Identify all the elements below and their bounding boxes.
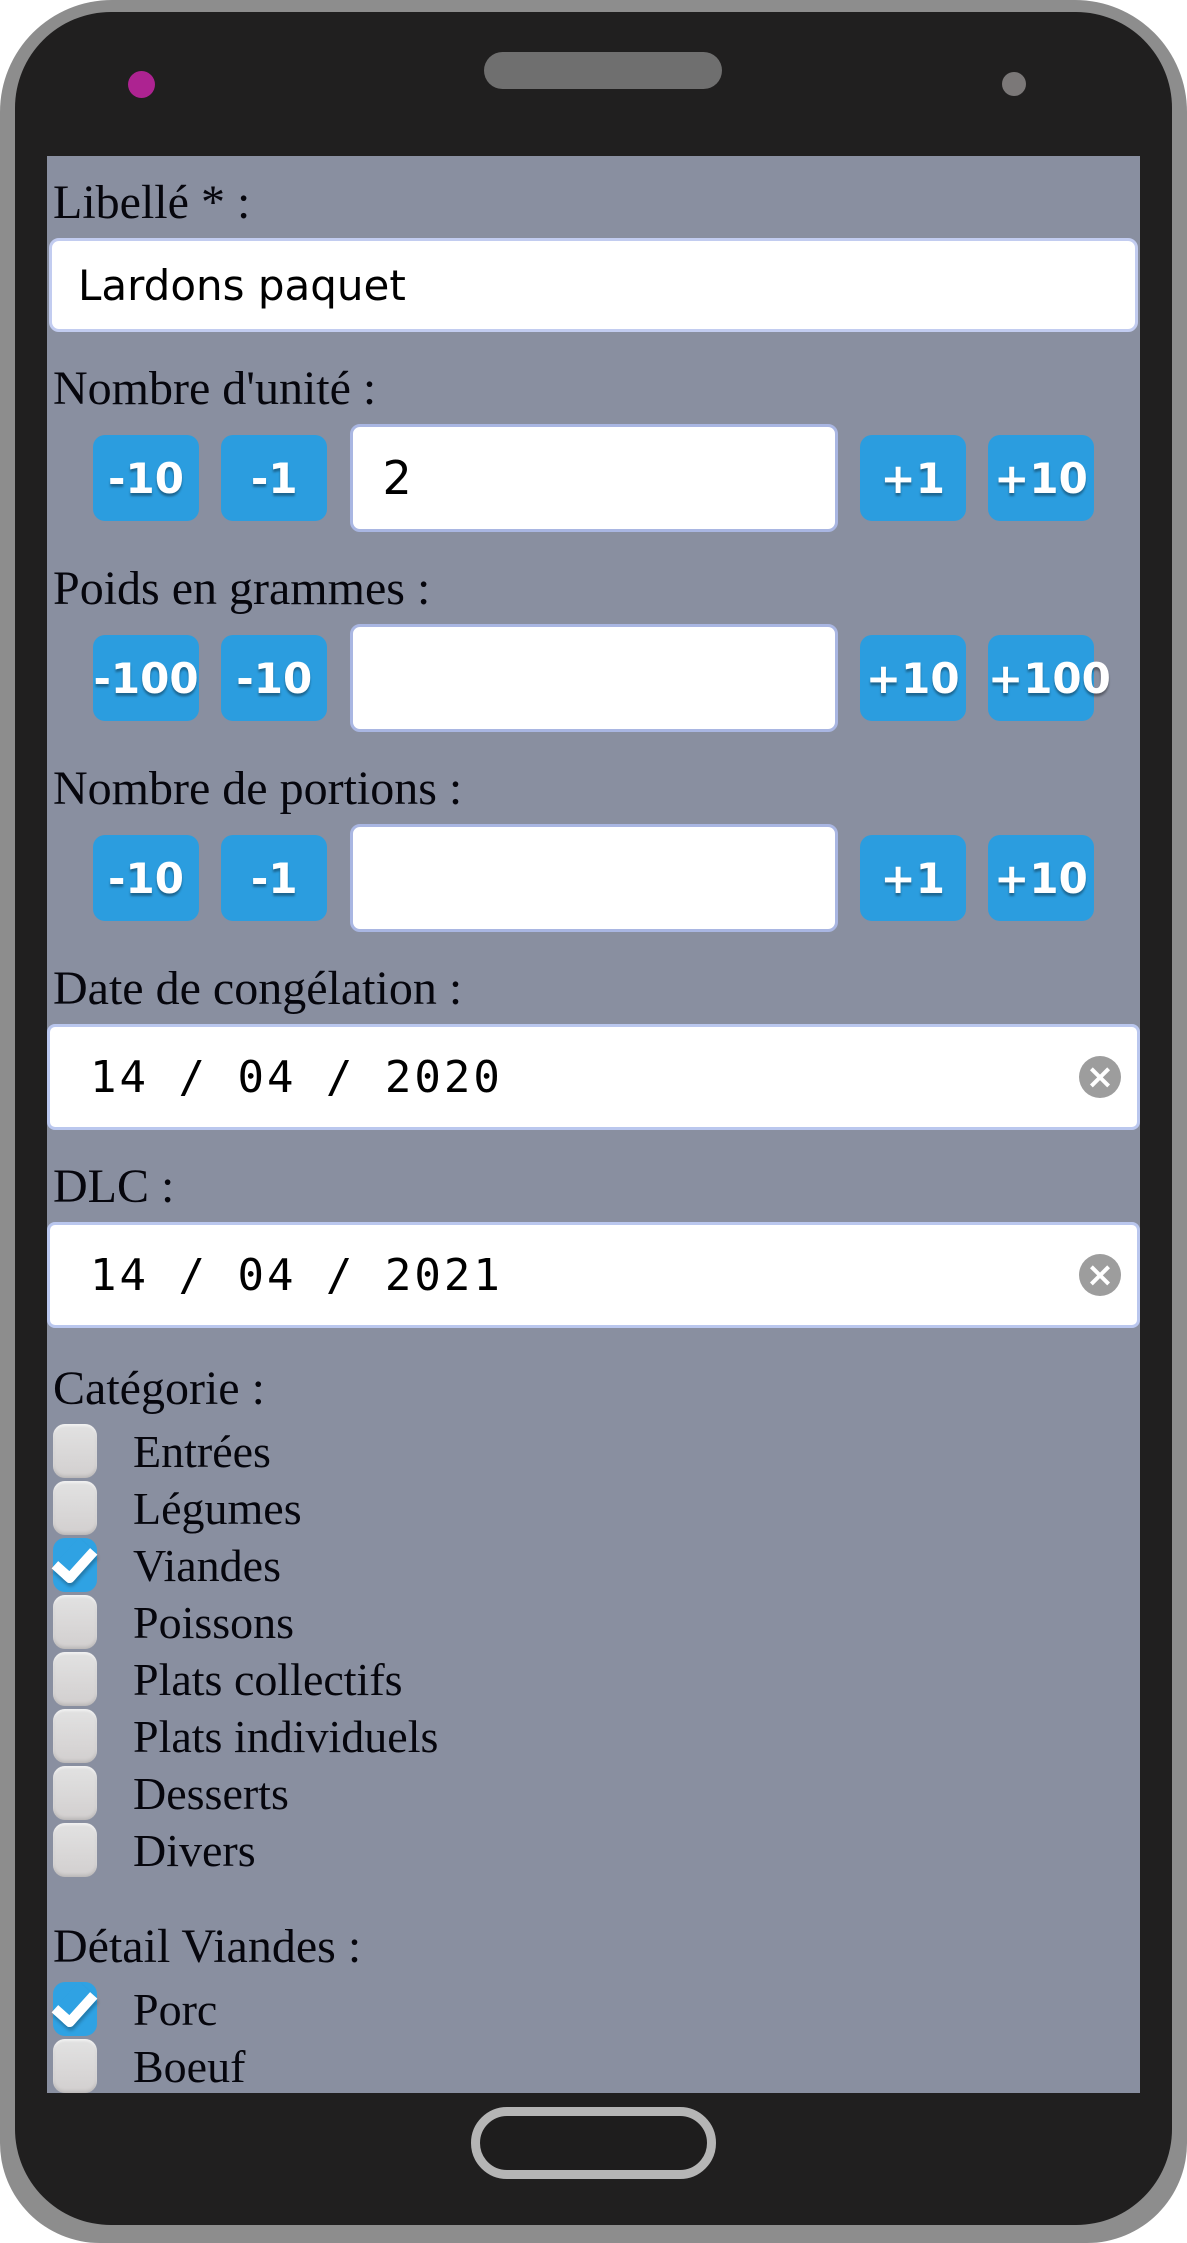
unit-count-input[interactable] — [349, 424, 838, 532]
categories-list: Entrées Légumes Viandes Poissons — [47, 1424, 1140, 1880]
category-label[interactable]: Entrées — [133, 1426, 271, 1477]
category-checkbox[interactable] — [53, 1481, 97, 1535]
category-row: Desserts — [47, 1766, 1140, 1823]
unit-count-label: Nombre d'unité : — [53, 362, 377, 415]
weight-label: Poids en grammes : — [53, 562, 431, 615]
category-row: Viandes — [47, 1538, 1140, 1595]
category-row: Divers — [47, 1823, 1140, 1880]
category-checkbox[interactable] — [53, 1538, 97, 1592]
weight-minus-10-button[interactable]: -10 — [221, 635, 328, 721]
category-checkbox[interactable] — [53, 1652, 97, 1706]
meat-detail-list: Porc Boeuf — [47, 1982, 1140, 2093]
category-checkbox[interactable] — [53, 1424, 97, 1478]
dlc-date-label: DLC : — [53, 1160, 175, 1213]
meat-detail-checkbox[interactable] — [53, 2039, 97, 2093]
category-label[interactable]: Desserts — [133, 1768, 289, 1819]
unit-plus-1-button[interactable]: +1 — [859, 435, 966, 521]
category-label[interactable]: Plats individuels — [133, 1711, 439, 1762]
meat-detail-row: Porc — [47, 1982, 1140, 2039]
meat-detail-checkbox[interactable] — [53, 1982, 97, 2036]
clear-dlc-date-icon[interactable]: × — [1079, 1254, 1121, 1296]
weight-stepper: -100 -10 +10 +100 — [47, 624, 1140, 732]
category-label[interactable]: Plats collectifs — [133, 1654, 403, 1705]
phone-bezel: Libellé * : Nombre d'unité : -10 -1 +1 +… — [15, 12, 1172, 2225]
dlc-date-field[interactable]: 14 / 04 / 2021 × — [47, 1222, 1140, 1328]
portions-stepper: -10 -1 +1 +10 — [47, 824, 1140, 932]
category-row: Entrées — [47, 1424, 1140, 1481]
camera-icon — [128, 71, 155, 98]
portions-minus-10-button[interactable]: -10 — [93, 835, 199, 921]
meat-detail-label: Détail Viandes : — [53, 1920, 362, 1973]
unit-minus-1-button[interactable]: -1 — [221, 435, 328, 521]
speaker-icon — [484, 52, 722, 89]
app-screen: Libellé * : Nombre d'unité : -10 -1 +1 +… — [47, 156, 1140, 2093]
categories-label: Catégorie : — [53, 1362, 265, 1415]
weight-plus-100-button[interactable]: +100 — [988, 635, 1111, 721]
category-row: Légumes — [47, 1481, 1140, 1538]
freeze-date-value: 14 / 04 / 2020 — [90, 1051, 503, 1103]
libelle-label: Libellé * : — [53, 176, 251, 229]
unit-plus-10-button[interactable]: +10 — [988, 435, 1094, 521]
sensor-dot-icon — [1002, 72, 1026, 96]
portions-label: Nombre de portions : — [53, 762, 463, 815]
category-row: Poissons — [47, 1595, 1140, 1652]
freeze-date-label: Date de congélation : — [53, 962, 463, 1015]
portions-plus-10-button[interactable]: +10 — [988, 835, 1094, 921]
libelle-input[interactable] — [49, 238, 1138, 332]
category-checkbox[interactable] — [53, 1823, 97, 1877]
category-row: Plats individuels — [47, 1709, 1140, 1766]
category-label[interactable]: Divers — [133, 1825, 256, 1876]
portions-minus-1-button[interactable]: -1 — [221, 835, 328, 921]
category-label[interactable]: Légumes — [133, 1483, 302, 1534]
meat-detail-item-label[interactable]: Porc — [133, 1984, 218, 2035]
portions-plus-1-button[interactable]: +1 — [859, 835, 966, 921]
weight-minus-100-button[interactable]: -100 — [93, 635, 199, 721]
freeze-date-field[interactable]: 14 / 04 / 2020 × — [47, 1024, 1140, 1130]
category-checkbox[interactable] — [53, 1595, 97, 1649]
category-row: Plats collectifs — [47, 1652, 1140, 1709]
home-button[interactable] — [471, 2107, 716, 2179]
clear-freeze-date-icon[interactable]: × — [1079, 1056, 1121, 1098]
portions-count-input[interactable] — [349, 824, 838, 932]
category-checkbox[interactable] — [53, 1766, 97, 1820]
weight-grams-input[interactable] — [349, 624, 838, 732]
dlc-date-value: 14 / 04 / 2021 — [90, 1249, 503, 1301]
category-label[interactable]: Poissons — [133, 1597, 295, 1648]
category-checkbox[interactable] — [53, 1709, 97, 1763]
weight-plus-10-button[interactable]: +10 — [859, 635, 966, 721]
category-label[interactable]: Viandes — [133, 1540, 281, 1591]
unit-count-stepper: -10 -1 +1 +10 — [47, 424, 1140, 532]
meat-detail-row: Boeuf — [47, 2039, 1140, 2093]
unit-minus-10-button[interactable]: -10 — [93, 435, 199, 521]
meat-detail-item-label[interactable]: Boeuf — [133, 2041, 246, 2092]
